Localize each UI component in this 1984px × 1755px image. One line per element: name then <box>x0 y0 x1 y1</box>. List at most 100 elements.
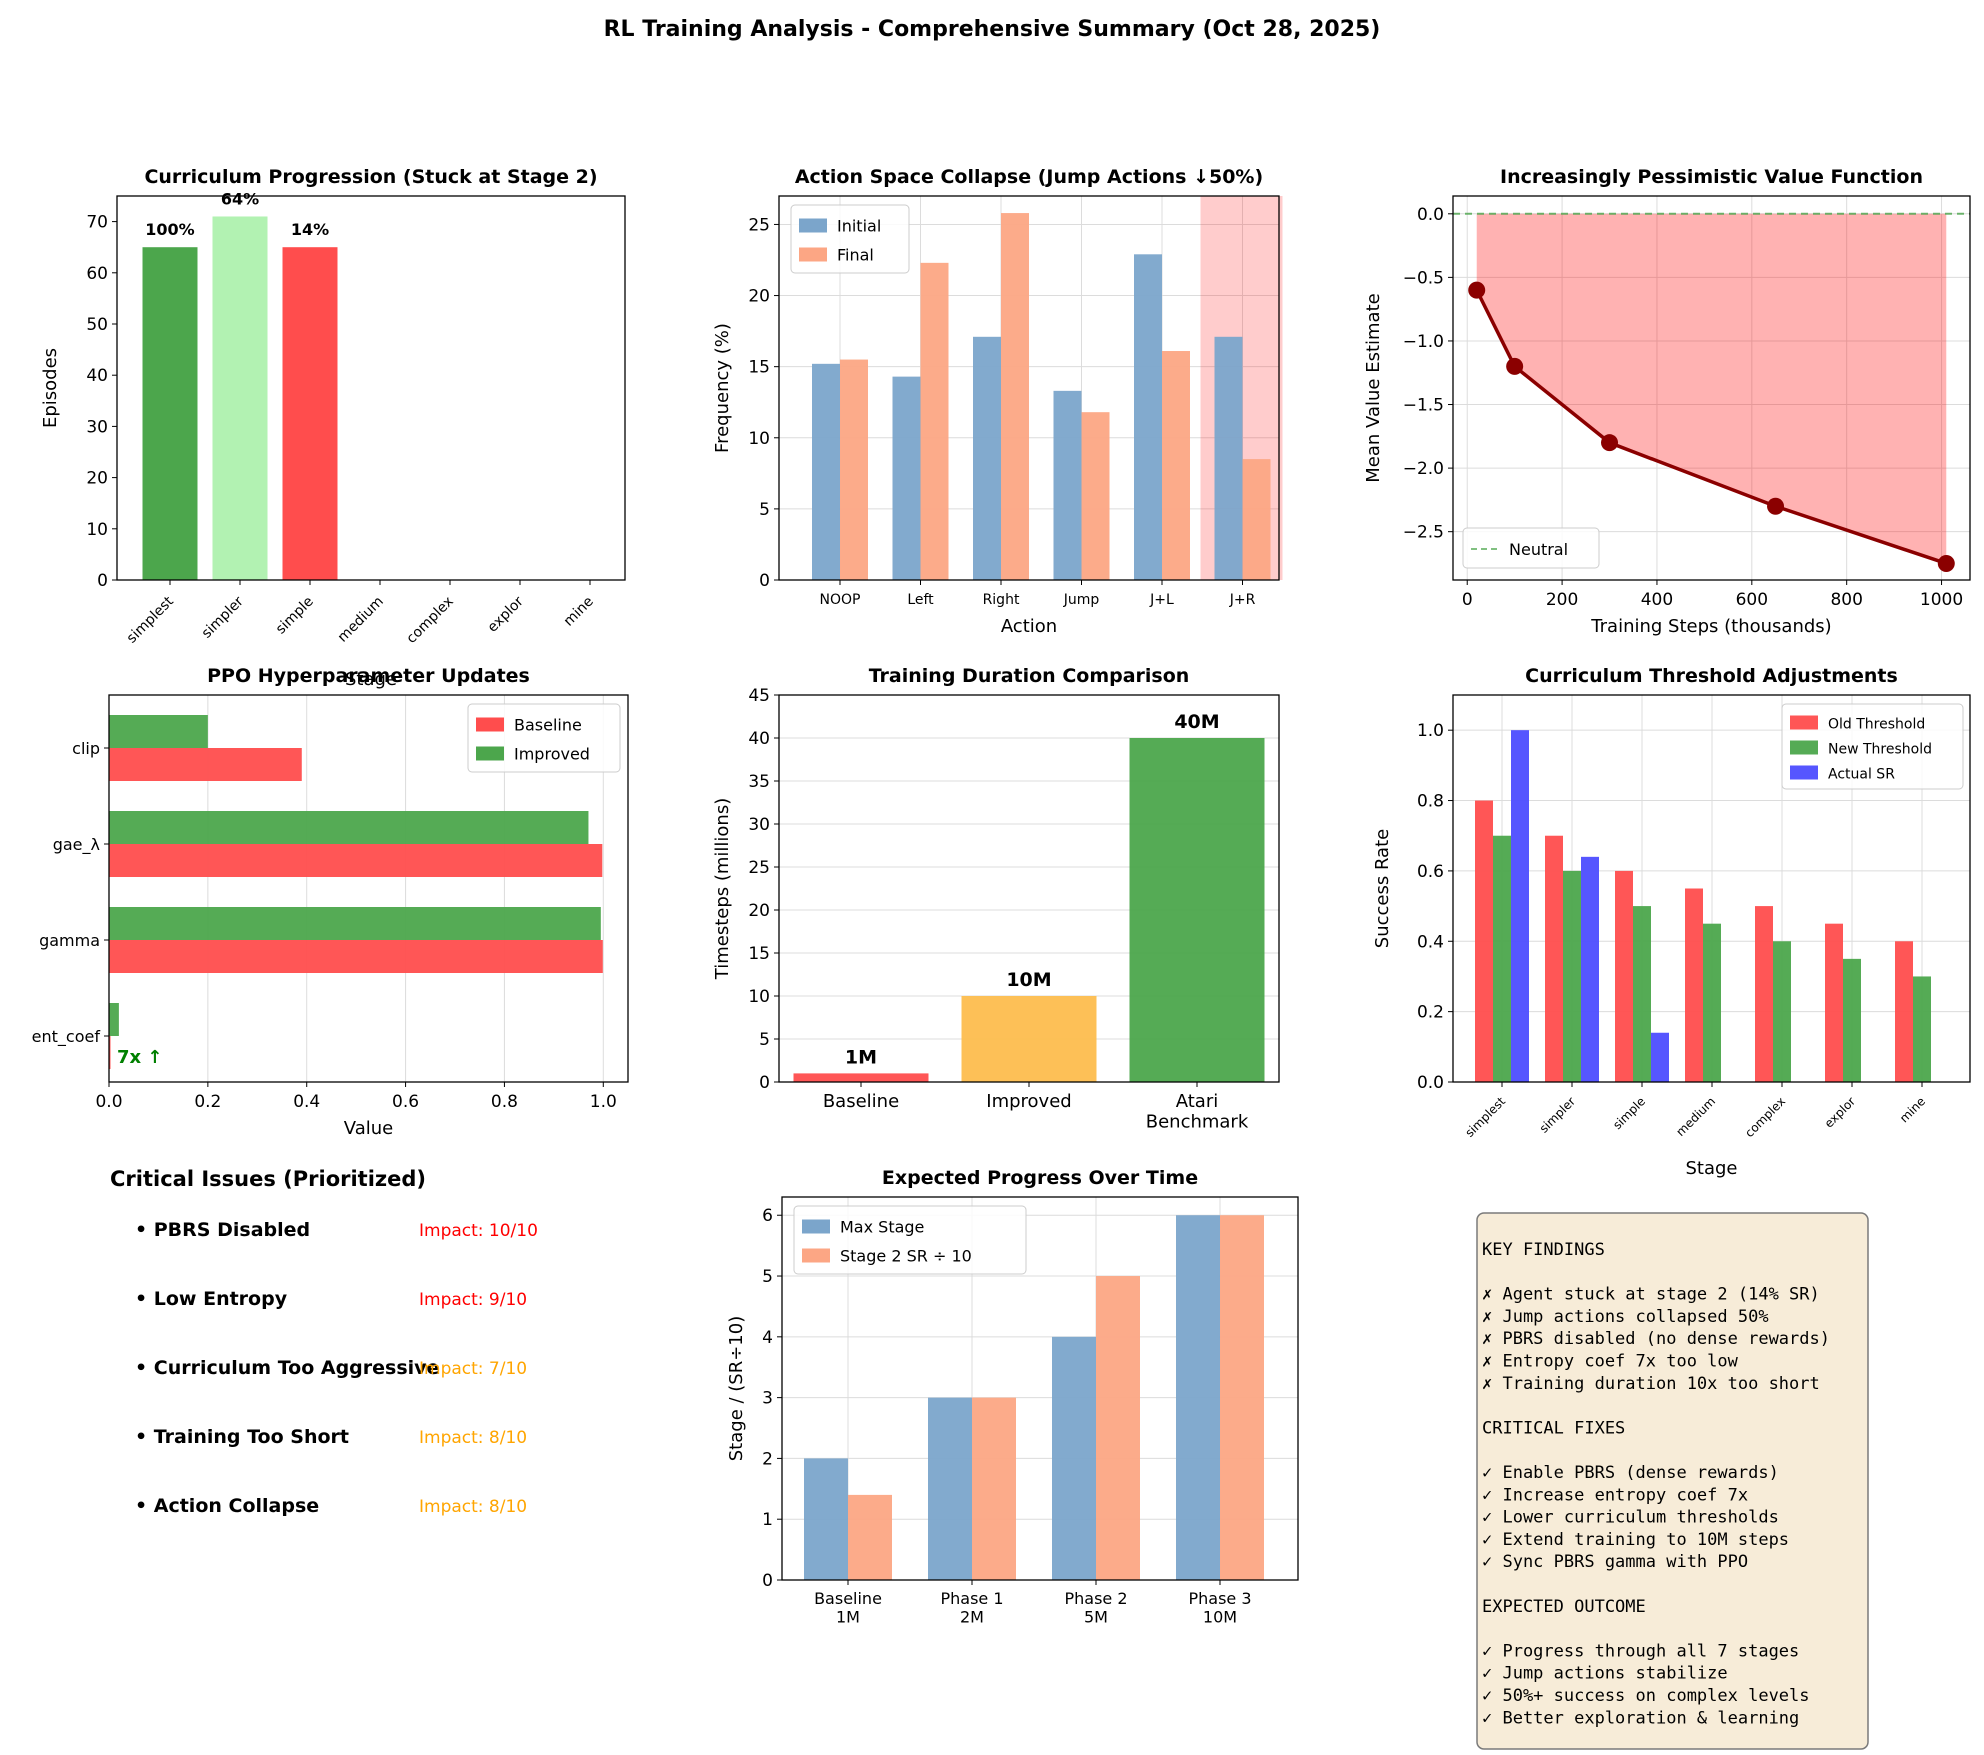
x-tick-label: J+R <box>1229 592 1256 608</box>
y-tick-label: 5 <box>759 500 770 520</box>
bar <box>109 1003 119 1036</box>
x-tick-label: Baseline <box>823 1091 899 1112</box>
x-axis-label: Stage <box>345 669 397 690</box>
chart-title: PPO Hyperparameter Updates <box>207 665 530 687</box>
y-tick-label: 5 <box>759 1030 770 1050</box>
bar <box>212 216 268 581</box>
legend-swatch <box>799 247 827 262</box>
legend-swatch <box>799 218 827 233</box>
x-tick-label: Phase 1 2M <box>940 1589 1003 1626</box>
findings-box: KEY FINDINGS ✗ Agent stuck at stage 2 (14… <box>1476 1212 1869 1750</box>
y-tick-label: 25 <box>748 215 770 235</box>
page-title: RL Training Analysis - Comprehensive Sum… <box>604 17 1381 42</box>
x-tick-label: 0.6 <box>392 1092 419 1112</box>
data-label: 10M <box>1006 969 1051 991</box>
findings-line: ✓ Jump actions stabilize <box>1482 1664 1728 1684</box>
legend-label: Max Stage <box>840 1218 924 1237</box>
x-tick-label: 600 <box>1736 590 1768 610</box>
bar <box>928 1397 972 1580</box>
y-tick-label: 0.6 <box>1417 862 1444 882</box>
x-tick-label: simplest <box>1462 1094 1508 1140</box>
bar <box>1134 254 1162 581</box>
legend-label: Baseline <box>514 716 582 735</box>
x-tick-label: mine <box>1897 1094 1928 1125</box>
findings-line: ✓ Better exploration & learning <box>1482 1708 1799 1728</box>
bar <box>1214 336 1243 580</box>
y-tick-label: 0 <box>97 571 108 591</box>
y-axis-label: Episodes <box>40 348 61 428</box>
bar <box>109 1036 111 1069</box>
y-tick-label: 6 <box>762 1206 773 1226</box>
bar <box>109 844 603 877</box>
bar <box>1633 906 1651 1082</box>
x-tick-label: 1000 <box>1920 590 1963 610</box>
bar <box>1895 941 1913 1082</box>
x-tick-label: 0 <box>1462 590 1473 610</box>
bar <box>1053 390 1082 580</box>
bar <box>793 1073 929 1082</box>
bar <box>1563 870 1581 1082</box>
data-point <box>1767 497 1785 515</box>
bar <box>1843 958 1861 1082</box>
impact-label: Impact: 10/10 <box>419 1221 538 1241</box>
x-tick-label: simpler <box>199 593 247 641</box>
y-tick-label: 2 <box>762 1449 773 1469</box>
data-point <box>1506 357 1524 375</box>
bar <box>109 907 601 940</box>
y-tick-label: 1.0 <box>1417 721 1444 741</box>
x-tick-label: 0.4 <box>293 1092 320 1112</box>
impact-label: Impact: 8/10 <box>419 1497 527 1517</box>
x-tick-label: 1.0 <box>590 1092 617 1112</box>
y-tick-label: 15 <box>748 358 770 378</box>
bar <box>840 359 868 580</box>
findings-line: ✗ Agent stuck at stage 2 (14% SR) <box>1482 1285 1820 1305</box>
x-tick-label: Right <box>983 592 1020 608</box>
legend-box <box>1462 527 1600 569</box>
legend-label: Initial <box>837 217 881 236</box>
x-tick-label: simple <box>273 594 317 638</box>
bar <box>109 811 589 844</box>
axes-frame <box>778 694 1280 1083</box>
bar <box>848 1494 892 1580</box>
findings-line: ✓ Enable PBRS (dense rewards) <box>1482 1463 1779 1483</box>
panel-critical-issues: Critical Issues (Prioritized) • PBRS Disa… <box>110 1167 538 1517</box>
y-tick-label: 45 <box>748 686 770 706</box>
bar <box>1511 730 1529 1082</box>
data-label: 64% <box>221 189 259 208</box>
axes-frame <box>781 1196 1299 1581</box>
bar <box>1913 976 1931 1082</box>
bar <box>1755 906 1773 1082</box>
findings-line: ✓ Sync PBRS gamma with PPO <box>1482 1552 1748 1572</box>
legend-label: Neutral <box>1509 540 1568 559</box>
bar <box>1001 213 1029 581</box>
findings-line: ✓ Progress through all 7 stages <box>1482 1641 1799 1661</box>
y-tick-label: 5 <box>762 1267 773 1287</box>
y-tick-label: gae_λ <box>53 835 100 855</box>
chart-title: Training Duration Comparison <box>869 665 1190 687</box>
legend-label: Actual SR <box>1828 767 1895 783</box>
legend-box <box>467 703 621 773</box>
legend-label: Stage 2 SR ÷ 10 <box>840 1247 972 1266</box>
y-tick-label: 0.8 <box>1417 792 1444 812</box>
x-tick-label: Improved <box>986 1091 1071 1112</box>
findings-line: EXPECTED OUTCOME <box>1482 1597 1646 1617</box>
x-tick-label: NOOP <box>820 592 861 608</box>
chart-title: Curriculum Threshold Adjustments <box>1525 665 1898 687</box>
y-tick-label: 4 <box>762 1328 773 1348</box>
chart-curriculum: Curriculum Progression (Stuck at Stage 2… <box>40 166 626 690</box>
x-tick-label: J+L <box>1149 592 1174 608</box>
bar <box>973 336 1001 580</box>
bar <box>1493 835 1511 1082</box>
x-tick-label: medium <box>335 594 387 646</box>
bar <box>1703 923 1721 1082</box>
bar <box>1096 1276 1140 1580</box>
bar <box>1773 941 1791 1082</box>
x-tick-label: 800 <box>1830 590 1862 610</box>
y-tick-label: 20 <box>748 901 770 921</box>
legend-swatch <box>1790 715 1818 730</box>
y-tick-label: clip <box>72 739 100 758</box>
x-tick-label: 0.0 <box>95 1092 122 1112</box>
x-tick-label: 0.2 <box>194 1092 221 1112</box>
x-tick-label: simplest <box>124 593 177 646</box>
